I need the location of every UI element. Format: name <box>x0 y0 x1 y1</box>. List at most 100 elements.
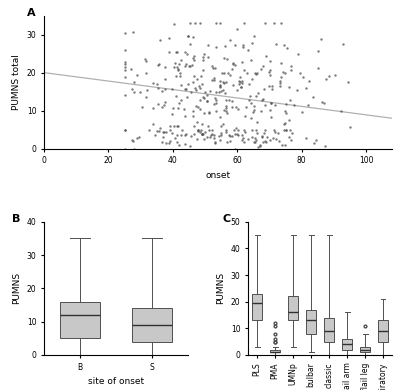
Point <box>278 74 285 80</box>
Point <box>169 130 175 136</box>
Point <box>249 134 255 140</box>
Point <box>268 99 275 106</box>
Point <box>201 95 208 101</box>
Point <box>284 45 290 51</box>
Point <box>246 80 253 87</box>
PathPatch shape <box>252 294 262 320</box>
Point <box>226 132 232 138</box>
Point <box>159 104 166 110</box>
Point <box>326 73 332 79</box>
Point <box>218 132 224 138</box>
Point <box>286 117 292 123</box>
Point <box>262 20 268 26</box>
Point <box>263 139 269 145</box>
Point <box>172 135 178 141</box>
Point <box>183 51 190 57</box>
Point <box>211 75 218 81</box>
Point <box>259 97 266 103</box>
Point <box>174 131 180 138</box>
Point <box>252 138 258 145</box>
Point <box>183 131 189 137</box>
Point <box>261 130 267 136</box>
Point <box>238 132 245 138</box>
Point <box>224 56 230 62</box>
Point <box>247 93 254 99</box>
Point <box>212 95 218 101</box>
Point <box>205 122 211 129</box>
Point <box>190 34 196 40</box>
Point <box>291 102 298 108</box>
Point <box>198 73 204 79</box>
Point <box>227 72 234 78</box>
Point <box>278 60 284 66</box>
Point <box>192 20 198 26</box>
Point <box>248 57 254 63</box>
Point <box>267 100 274 106</box>
Point <box>144 87 150 93</box>
Point <box>205 43 212 49</box>
Point <box>266 69 272 75</box>
Point <box>190 113 196 119</box>
Point <box>236 82 243 88</box>
PathPatch shape <box>324 317 334 342</box>
Point <box>231 131 238 137</box>
Point <box>282 142 288 148</box>
Point <box>171 123 177 129</box>
Point <box>121 67 128 73</box>
Point <box>205 54 211 60</box>
Point <box>167 126 173 133</box>
Point <box>288 67 294 73</box>
Point <box>220 121 226 128</box>
Point <box>212 138 218 145</box>
Point <box>253 136 259 143</box>
Point <box>315 48 322 54</box>
Point <box>213 108 219 115</box>
Point <box>279 142 286 148</box>
Point <box>239 78 245 84</box>
Point <box>160 134 166 140</box>
Point <box>248 100 254 106</box>
PathPatch shape <box>270 349 280 352</box>
Point <box>178 131 184 138</box>
Point <box>282 108 288 114</box>
Point <box>187 133 194 139</box>
Point <box>208 131 215 137</box>
Point <box>121 30 128 36</box>
Point <box>294 50 301 57</box>
Point <box>195 126 202 133</box>
Y-axis label: PUMNS: PUMNS <box>216 272 225 305</box>
Point <box>288 137 294 144</box>
Point <box>305 101 312 108</box>
Point <box>182 113 188 119</box>
PathPatch shape <box>132 308 172 342</box>
Point <box>161 102 168 108</box>
Point <box>203 92 210 98</box>
Point <box>266 107 273 113</box>
Point <box>154 128 160 134</box>
Point <box>206 109 212 115</box>
Point <box>187 20 194 27</box>
Point <box>157 125 164 131</box>
Point <box>267 58 273 64</box>
Point <box>216 20 223 26</box>
Point <box>280 69 286 75</box>
Point <box>182 49 188 55</box>
Point <box>162 129 169 135</box>
Point <box>157 37 163 43</box>
Point <box>162 64 168 70</box>
Point <box>153 81 160 87</box>
Point <box>199 131 206 138</box>
Point <box>186 143 193 149</box>
Point <box>195 104 201 110</box>
Point <box>270 135 276 141</box>
Point <box>257 66 264 72</box>
Point <box>260 63 267 69</box>
Point <box>182 86 189 92</box>
Point <box>277 80 283 86</box>
Point <box>288 62 294 69</box>
Point <box>155 101 161 107</box>
Point <box>254 130 260 136</box>
PathPatch shape <box>306 310 316 333</box>
Point <box>177 73 184 80</box>
Point <box>254 69 260 76</box>
